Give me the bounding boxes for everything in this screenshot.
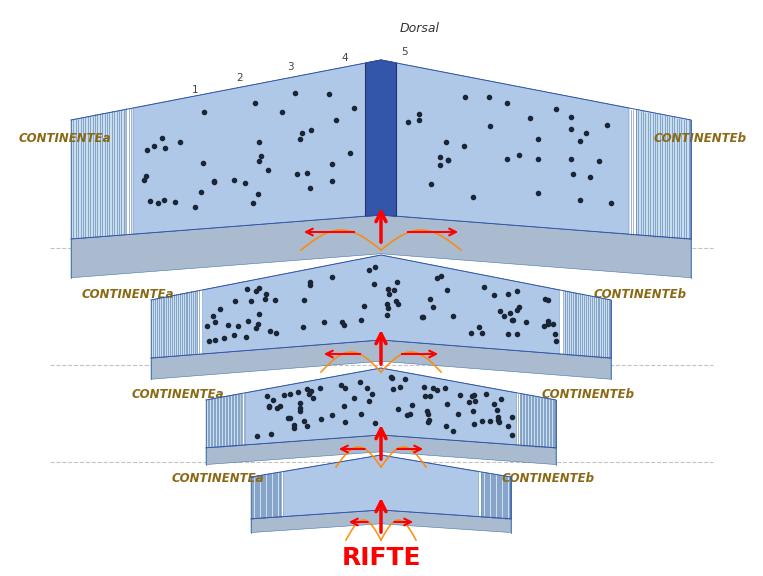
Text: CONTINENTEa: CONTINENTEa: [19, 131, 111, 145]
Polygon shape: [71, 109, 125, 239]
Text: CONTINENTEb: CONTINENTEb: [501, 472, 594, 484]
Text: Dorsal: Dorsal: [400, 22, 440, 35]
Text: CONTINENTEa: CONTINENTEa: [132, 388, 224, 401]
Polygon shape: [481, 472, 511, 519]
Polygon shape: [151, 340, 611, 379]
Text: RIFTE: RIFTE: [341, 546, 420, 570]
Text: CONTINENTEb: CONTINENTEb: [542, 388, 635, 401]
Polygon shape: [637, 109, 691, 239]
Polygon shape: [251, 472, 280, 519]
Text: CONTINENTEb: CONTINENTEb: [653, 131, 746, 145]
Polygon shape: [251, 510, 511, 533]
Text: 5: 5: [401, 47, 408, 57]
Polygon shape: [71, 215, 691, 278]
Text: CONTINENTEa: CONTINENTEa: [82, 289, 174, 301]
Text: CONTINENTEb: CONTINENTEb: [594, 289, 687, 301]
Text: 4: 4: [342, 53, 349, 63]
Polygon shape: [246, 368, 517, 445]
Text: 1: 1: [192, 85, 198, 95]
Polygon shape: [206, 435, 556, 465]
Text: 3: 3: [287, 62, 293, 72]
Polygon shape: [365, 60, 397, 216]
Polygon shape: [206, 393, 241, 448]
Polygon shape: [565, 291, 611, 358]
Text: CONTINENTEa: CONTINENTEa: [172, 472, 264, 484]
Polygon shape: [521, 393, 556, 448]
Polygon shape: [284, 455, 478, 517]
Polygon shape: [203, 255, 559, 354]
Text: 2: 2: [237, 73, 243, 83]
Polygon shape: [151, 291, 197, 358]
Polygon shape: [133, 60, 629, 234]
